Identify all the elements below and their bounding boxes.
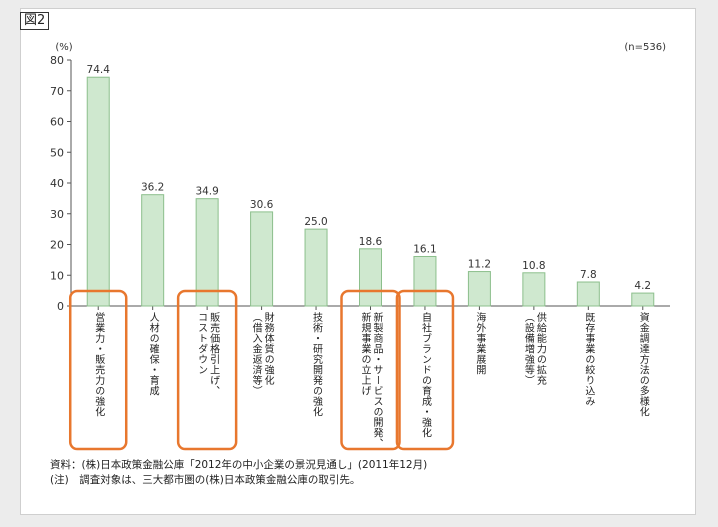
bar: [304, 228, 328, 307]
data-label: 4.2: [634, 280, 651, 292]
bar: [195, 198, 219, 307]
y-tick-label: 20: [50, 239, 64, 252]
figure-label: 図2: [20, 12, 50, 30]
category-label: 供給能力の拡充: [534, 311, 546, 386]
category-label: 新製商品・サービスの開発、: [371, 311, 383, 449]
category-label: 既存事業の絞り込み: [583, 312, 595, 407]
category-label: 資金調達方法の多様化: [637, 312, 649, 417]
y-tick-label: 50: [50, 146, 64, 159]
y-tick-label: 40: [50, 177, 64, 190]
highlight-box: [395, 289, 455, 451]
category-label: 販売価格引上げ、: [208, 312, 220, 396]
y-axis-unit: (%): [55, 42, 72, 53]
category-label: 海外事業展開: [474, 311, 486, 376]
value-labels: 74.4 36.2 34.9 30.6 25.0 18.6 16.1 11.2 10.8 7.8 4…: [87, 64, 652, 292]
highlight-box: [340, 289, 401, 451]
bar: [141, 194, 165, 307]
source-note: 資料：(株)日本政策金融公庫「2012年の中小企業の景況見通し」(2011年12…: [50, 459, 428, 471]
bar: [522, 272, 546, 307]
data-label: 16.1: [413, 243, 436, 255]
category-label: 人材の確保・育成: [147, 312, 159, 397]
category-label: 技術・研究開発の強化: [311, 311, 323, 417]
y-tick-label: 80: [50, 54, 64, 67]
y-tick-label: 30: [50, 208, 64, 221]
bar: [413, 255, 437, 307]
category-label: 新規事業の立上げ: [359, 311, 371, 396]
bars: [86, 76, 655, 307]
bar: [86, 76, 110, 307]
category-label: （設備増強等）: [522, 312, 534, 386]
bar: [250, 211, 274, 307]
y-axis: 0 10 20 30 40 50 60 70 80: [50, 54, 670, 313]
highlight-box: [68, 289, 128, 451]
y-tick-label: 70: [50, 85, 64, 98]
data-label: 25.0: [304, 216, 327, 228]
y-tick-label: 10: [50, 269, 64, 282]
sample-size-note: (n=536): [624, 42, 666, 53]
bar: [576, 281, 600, 307]
footnotes: 資料：(株)日本政策金融公庫「2012年の中小企業の景況見通し」(2011年12…: [50, 458, 427, 488]
data-label: 10.8: [522, 260, 545, 272]
data-label: 36.2: [141, 182, 164, 194]
data-label: 18.6: [359, 236, 383, 248]
bar: [467, 271, 491, 307]
category-label: コストダウン: [196, 312, 208, 375]
data-label: 74.4: [87, 64, 111, 76]
category-label: 自社ブランドの育成・強化: [419, 311, 431, 438]
data-label: 30.6: [250, 199, 274, 211]
bar: [359, 248, 382, 307]
category-label: （借入金返済等）: [250, 312, 262, 396]
y-tick-label: 60: [50, 116, 64, 129]
data-label: 34.9: [195, 186, 218, 198]
figure-frame: [20, 8, 696, 515]
highlight-boxes: [68, 289, 455, 451]
survey-note: (注) 調査対象は、三大都市圏の(株)日本政策金融公庫の取引先。: [50, 474, 361, 486]
highlight-box: [176, 289, 238, 451]
bar: [631, 292, 655, 307]
category-label: 財務体質の強化: [262, 311, 274, 386]
data-label: 7.8: [580, 269, 597, 281]
category-label: 営業力・販売力の強化: [93, 311, 105, 417]
category-labels: 営業力・販売力の強化 人材の確保・育成 販売価格引上げ、コストダウン 財務体質の強化（…: [93, 311, 650, 449]
y-tick-label: 0: [57, 300, 64, 313]
data-label: 11.2: [468, 259, 491, 271]
